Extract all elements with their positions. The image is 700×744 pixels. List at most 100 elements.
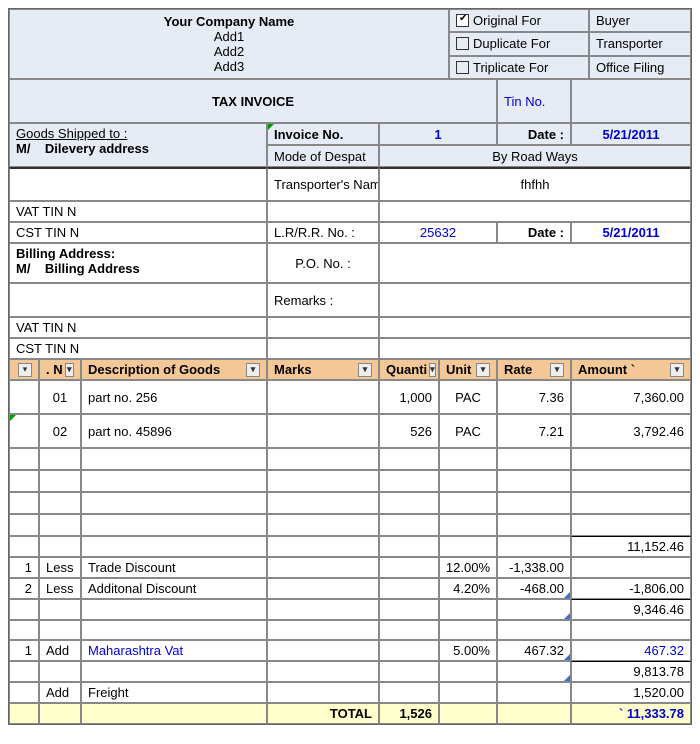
copy-duplicate-label: Duplicate For (473, 36, 550, 51)
addl-discount-row: 2 Less Additonal Discount 4.20% -468.00 … (9, 578, 691, 599)
item-marks[interactable] (267, 414, 379, 448)
subtotal-value: 11,152.46 (571, 536, 691, 557)
filter-dropdown-icon[interactable]: ▾ (476, 363, 490, 377)
table-row: 02 part no. 45896 526 PAC 7.21 3,792.46 (9, 414, 691, 448)
lrr-date-value[interactable]: 5/21/2011 (571, 222, 691, 243)
filter-dropdown-icon[interactable]: ▾ (670, 363, 684, 377)
trade-discount-row: 1 Less Trade Discount 12.00% -1,338.00 (9, 557, 691, 578)
col-desc[interactable]: Description of Goods▾ (81, 359, 267, 380)
copies-block: ✔ Original For Buyer Duplicate For Trans… (449, 9, 691, 79)
po-value[interactable] (379, 243, 691, 283)
transporter-label: Transporter's Nam (267, 167, 379, 201)
col-unit[interactable]: Unit▾ (439, 359, 497, 380)
ship-to-block: Goods Shipped to : M/ Dilevery address (9, 123, 267, 167)
item-amount[interactable]: 3,792.46 (571, 414, 691, 448)
cst-tin-2: CST TIN N (9, 338, 267, 359)
company-add2: Add2 (214, 44, 244, 59)
filter-dropdown-icon[interactable]: ▾ (65, 363, 74, 377)
subtotal-row: 11,152.46 (9, 536, 691, 557)
table-row: 01 part no. 256 1,000 PAC 7.36 7,360.00 (9, 380, 691, 414)
blank-left-1 (9, 167, 267, 201)
item-desc[interactable]: part no. 45896 (81, 414, 267, 448)
vat-tin-1: VAT TIN N (9, 201, 267, 222)
blank-mid-2 (267, 317, 379, 338)
col-blank[interactable]: ▾ (9, 359, 39, 380)
checkbox-checked-icon: ✔ (456, 14, 469, 27)
ship-to-prefix: M/ (16, 141, 30, 156)
filter-dropdown-icon[interactable]: ▾ (358, 363, 372, 377)
table-row (9, 448, 691, 470)
mode-value[interactable]: By Road Ways (379, 145, 691, 167)
item-no[interactable]: 01 (39, 380, 81, 414)
col-n[interactable]: . N▾ (39, 359, 81, 380)
billing-block: Billing Address: M/ Billing Address (9, 243, 267, 283)
mode-label: Mode of Despat (267, 145, 379, 167)
filter-dropdown-icon[interactable]: ▾ (429, 363, 436, 377)
table-row (9, 470, 691, 492)
col-rate[interactable]: Rate▾ (497, 359, 571, 380)
after-disc-value: 9,346.46 (571, 599, 691, 620)
after-discount-row: 9,346.46 (9, 599, 691, 620)
filter-dropdown-icon[interactable]: ▾ (18, 363, 32, 377)
filter-dropdown-icon[interactable]: ▾ (550, 363, 564, 377)
table-row (9, 492, 691, 514)
lrr-date-label: Date : (497, 222, 571, 243)
col-marks[interactable]: Marks▾ (267, 359, 379, 380)
item-amount[interactable]: 7,360.00 (571, 380, 691, 414)
remarks-label: Remarks : (267, 283, 379, 317)
remarks-value[interactable] (379, 283, 691, 317)
invoice-date-value[interactable]: 5/21/2011 (571, 123, 691, 145)
company-block: Your Company Name Add1 Add2 Add3 (9, 9, 449, 79)
lrr-label: L.R/R.R. No. : (267, 222, 379, 243)
item-no[interactable]: 02 (39, 414, 81, 448)
invoice-no-value[interactable]: 1 (379, 123, 497, 145)
checkbox-empty-icon (456, 61, 469, 74)
blank-mid-3 (267, 338, 379, 359)
copy-original-label: Original For (473, 13, 541, 28)
po-label: P.O. No. : (267, 243, 379, 283)
item-rate[interactable]: 7.36 (497, 380, 571, 414)
item-unit[interactable]: PAC (439, 414, 497, 448)
total-amount: ` 11,333.78 (571, 703, 691, 724)
copy-triplicate-for: Office Filing (589, 56, 691, 79)
item-desc[interactable]: part no. 256 (81, 380, 267, 414)
col-amount[interactable]: Amount `▾ (571, 359, 691, 380)
blank-mid-1 (267, 201, 379, 222)
item-unit[interactable]: PAC (439, 380, 497, 414)
ship-to-label: Goods Shipped to : (16, 126, 127, 141)
ship-to-value: Dilevery address (45, 141, 149, 156)
lrr-value[interactable]: 25632 (379, 222, 497, 243)
item-qty[interactable]: 526 (379, 414, 439, 448)
invoice-document: Your Company Name Add1 Add2 Add3 ✔ Origi… (8, 8, 692, 725)
copy-original[interactable]: ✔ Original For (449, 9, 589, 32)
invoice-no-label: Invoice No. (267, 123, 379, 145)
filter-dropdown-icon[interactable]: ▾ (246, 363, 260, 377)
copy-triplicate[interactable]: Triplicate For (449, 56, 589, 79)
col-qty[interactable]: Quanti▾ (379, 359, 439, 380)
checkbox-empty-icon (456, 37, 469, 50)
blank-right-1 (379, 201, 691, 222)
billing-prefix: M/ (16, 261, 30, 276)
copy-duplicate[interactable]: Duplicate For (449, 32, 589, 55)
item-marks[interactable] (267, 380, 379, 414)
vat-tin-2: VAT TIN N (9, 317, 267, 338)
copy-duplicate-for: Transporter (589, 32, 691, 55)
grid-header-row: ▾ . N▾ Description of Goods▾ Marks▾ Quan… (9, 359, 691, 380)
company-add3: Add3 (214, 59, 244, 74)
doc-title: TAX INVOICE (9, 79, 497, 123)
transporter-value[interactable]: fhfhh (379, 167, 691, 201)
item-qty[interactable]: 1,000 (379, 380, 439, 414)
billing-label: Billing Address: (16, 246, 115, 261)
company-add1: Add1 (214, 29, 244, 44)
freight-row: Add Freight 1,520.00 (9, 682, 691, 703)
billing-value: Billing Address (45, 261, 140, 276)
after-vat-row: 9,813.78 (9, 661, 691, 682)
after-vat-value: 9,813.78 (571, 661, 691, 682)
blank-right-3 (379, 338, 691, 359)
tin-no-label: Tin No. (497, 79, 571, 123)
tin-no-value[interactable] (571, 79, 691, 123)
item-rate[interactable]: 7.21 (497, 414, 571, 448)
blank-row (9, 620, 691, 640)
total-qty: 1,526 (379, 703, 439, 724)
total-row: TOTAL 1,526 ` 11,333.78 (9, 703, 691, 724)
